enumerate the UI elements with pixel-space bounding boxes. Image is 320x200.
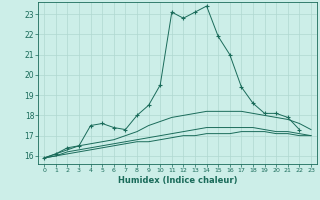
X-axis label: Humidex (Indice chaleur): Humidex (Indice chaleur) <box>118 176 237 185</box>
